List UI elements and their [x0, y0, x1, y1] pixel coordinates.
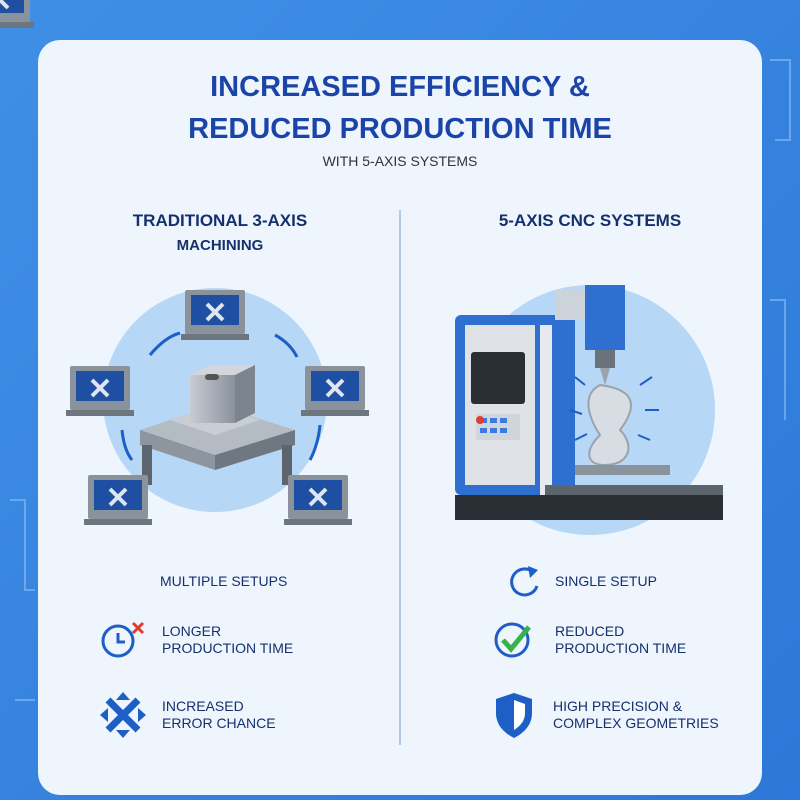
feature-text: INCREASED: [162, 698, 244, 714]
cycle-icon: [510, 566, 539, 597]
check-icon: [494, 622, 531, 658]
five-axis-illustration: [455, 285, 723, 535]
clock-icon: [101, 621, 145, 658]
shield-icon: [496, 693, 532, 738]
left-heading: TRADITIONAL 3-AXIS: [133, 211, 307, 230]
feature-text: COMPLEX GEOMETRIES: [553, 715, 719, 731]
feature-text: PRODUCTION TIME: [555, 640, 686, 656]
right-heading: 5-AXIS CNC SYSTEMS: [499, 211, 681, 230]
feature-text: ERROR CHANCE: [162, 715, 276, 731]
feature-text: SINGLE SETUP: [555, 573, 657, 589]
feature-text: MULTIPLE SETUPS: [160, 573, 287, 589]
circuit-lines: [10, 59, 791, 701]
title: INCREASED EFFICIENCY &: [210, 71, 590, 103]
three-axis-illustration: [0, 0, 371, 527]
error-icon: [100, 692, 146, 738]
feature-text: REDUCED: [555, 623, 624, 639]
feature-text: PRODUCTION TIME: [162, 640, 293, 656]
subtitle: WITH 5-AXIS SYSTEMS: [323, 153, 478, 169]
feature-text: LONGER: [162, 623, 221, 639]
left-heading: MACHINING: [177, 237, 264, 254]
title: REDUCED PRODUCTION TIME: [188, 113, 612, 145]
feature-text: HIGH PRECISION &: [553, 698, 683, 714]
